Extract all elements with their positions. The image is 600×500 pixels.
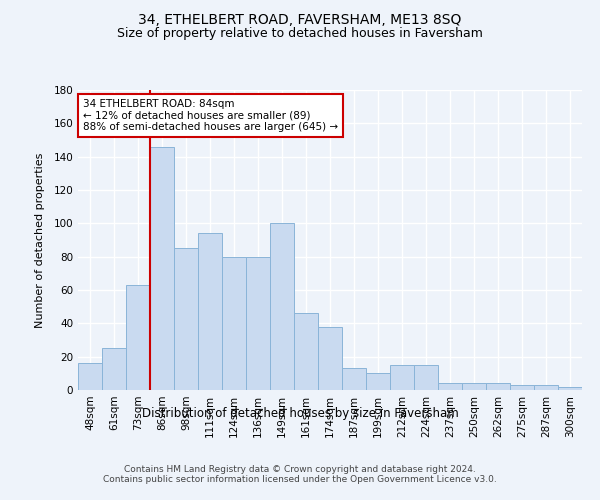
Bar	[366, 374, 390, 390]
Bar	[414, 365, 438, 390]
Bar	[294, 314, 318, 390]
Bar	[390, 365, 414, 390]
Bar	[486, 384, 510, 390]
Bar	[78, 364, 102, 390]
Bar	[342, 368, 366, 390]
Bar	[150, 146, 174, 390]
Bar	[102, 348, 126, 390]
Bar	[174, 248, 198, 390]
Bar	[246, 256, 270, 390]
Bar	[222, 256, 246, 390]
Bar	[462, 384, 486, 390]
Text: Size of property relative to detached houses in Faversham: Size of property relative to detached ho…	[117, 28, 483, 40]
Bar	[558, 386, 582, 390]
Bar	[438, 384, 462, 390]
Bar	[126, 285, 150, 390]
Y-axis label: Number of detached properties: Number of detached properties	[35, 152, 45, 328]
Bar	[270, 224, 294, 390]
Bar	[318, 326, 342, 390]
Text: Distribution of detached houses by size in Faversham: Distribution of detached houses by size …	[142, 408, 458, 420]
Bar	[534, 385, 558, 390]
Text: 34 ETHELBERT ROAD: 84sqm
← 12% of detached houses are smaller (89)
88% of semi-d: 34 ETHELBERT ROAD: 84sqm ← 12% of detach…	[83, 99, 338, 132]
Bar	[510, 385, 534, 390]
Text: Contains HM Land Registry data © Crown copyright and database right 2024.
Contai: Contains HM Land Registry data © Crown c…	[103, 465, 497, 484]
Bar	[198, 234, 222, 390]
Text: 34, ETHELBERT ROAD, FAVERSHAM, ME13 8SQ: 34, ETHELBERT ROAD, FAVERSHAM, ME13 8SQ	[139, 12, 461, 26]
